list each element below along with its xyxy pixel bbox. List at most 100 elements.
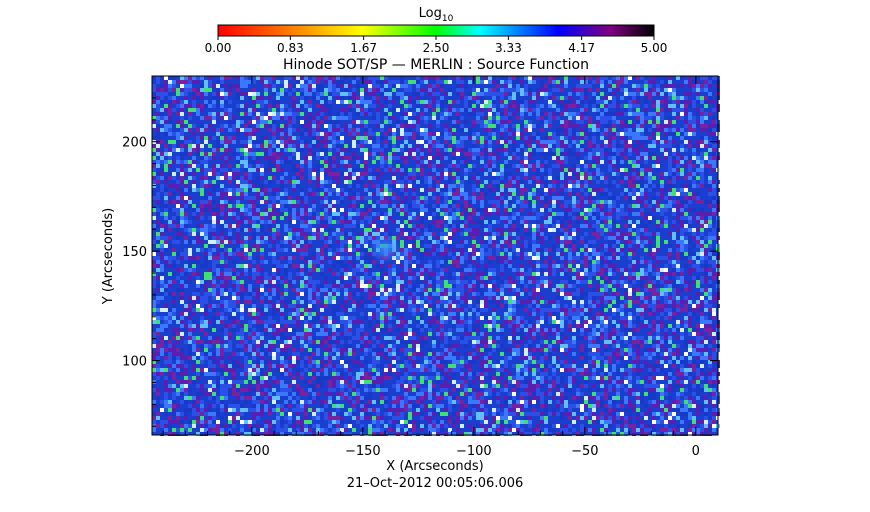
- heatmap-cell: [344, 84, 348, 88]
- heatmap-cell: [360, 120, 364, 124]
- heatmap-cell: [240, 196, 244, 200]
- heatmap-cell: [540, 224, 544, 228]
- heatmap-cell: [208, 272, 212, 276]
- heatmap-cell: [680, 232, 684, 236]
- heatmap-cell: [416, 92, 420, 96]
- heatmap-cell: [448, 148, 452, 152]
- heatmap-cell: [620, 164, 624, 168]
- heatmap-cell: [696, 160, 700, 164]
- heatmap-cell: [580, 120, 584, 124]
- heatmap-cell: [608, 264, 612, 268]
- heatmap-cell: [652, 248, 656, 252]
- heatmap-cell: [668, 244, 672, 248]
- heatmap-cell: [592, 224, 596, 228]
- heatmap-cell: [168, 88, 172, 92]
- heatmap-cell: [192, 108, 196, 112]
- heatmap-cell: [684, 204, 688, 208]
- heatmap-cell: [340, 96, 344, 100]
- heatmap-cell: [432, 84, 436, 88]
- heatmap-cell: [712, 272, 716, 276]
- heatmap-cell: [180, 208, 184, 212]
- heatmap-cell: [240, 144, 244, 148]
- heatmap-cell: [212, 188, 216, 192]
- heatmap-cell: [644, 204, 648, 208]
- heatmap-cell: [628, 132, 632, 136]
- heatmap-cell: [308, 272, 312, 276]
- heatmap-cell: [164, 260, 168, 264]
- heatmap-cell: [364, 268, 368, 272]
- heatmap-cell: [160, 268, 164, 272]
- heatmap-cell: [412, 224, 416, 228]
- heatmap-cell: [444, 136, 448, 140]
- heatmap-cell: [556, 100, 560, 104]
- heatmap-cell: [348, 104, 352, 108]
- heatmap-cell: [616, 228, 620, 232]
- heatmap-cell: [368, 140, 372, 144]
- heatmap-cell: [404, 220, 408, 224]
- heatmap-cell: [308, 132, 312, 136]
- heatmap-cell: [348, 124, 352, 128]
- heatmap-cell: [540, 104, 544, 108]
- heatmap-cell: [368, 180, 372, 184]
- heatmap-cell: [600, 148, 604, 152]
- heatmap-cell: [528, 144, 532, 148]
- heatmap-cell: [560, 80, 564, 84]
- heatmap-cell: [408, 108, 412, 112]
- heatmap-cell: [408, 124, 412, 128]
- heatmap-cell: [340, 276, 344, 280]
- heatmap-cell: [640, 124, 644, 128]
- heatmap-cell: [640, 112, 644, 116]
- heatmap-cell: [528, 124, 532, 128]
- heatmap-cell: [340, 188, 344, 192]
- heatmap-cell: [288, 228, 292, 232]
- heatmap-cell: [452, 100, 456, 104]
- heatmap-cell: [408, 224, 412, 228]
- heatmap-cell: [404, 236, 408, 240]
- heatmap-cell: [284, 264, 288, 268]
- heatmap-cell: [356, 252, 360, 256]
- heatmap-cell: [292, 176, 296, 180]
- heatmap-cell: [384, 192, 388, 196]
- heatmap-cell: [288, 108, 292, 112]
- heatmap-cell: [400, 176, 404, 180]
- heatmap-cell: [320, 76, 324, 80]
- heatmap-cell: [672, 92, 676, 96]
- heatmap-cell: [212, 184, 216, 188]
- heatmap-cell: [536, 164, 540, 168]
- heatmap-cell: [408, 128, 412, 132]
- heatmap-cell: [520, 248, 524, 252]
- heatmap-cell: [420, 112, 424, 116]
- heatmap-cell: [332, 128, 336, 132]
- heatmap-cell: [644, 104, 648, 108]
- heatmap-cell: [184, 88, 188, 92]
- heatmap-cell: [604, 132, 608, 136]
- heatmap-cell: [596, 124, 600, 128]
- heatmap-cell: [440, 84, 444, 88]
- heatmap-cell: [272, 220, 276, 224]
- heatmap-cell: [240, 160, 244, 164]
- heatmap-cell: [628, 264, 632, 268]
- heatmap-cell: [288, 216, 292, 220]
- heatmap-cell: [484, 152, 488, 156]
- heatmap-cell: [224, 204, 228, 208]
- heatmap-cell: [708, 212, 712, 216]
- heatmap-cell: [228, 164, 232, 168]
- heatmap-cell: [156, 236, 160, 240]
- heatmap-cell: [428, 252, 432, 256]
- heatmap-cell: [484, 128, 488, 132]
- heatmap-cell: [524, 124, 528, 128]
- heatmap-cell: [312, 76, 316, 80]
- heatmap-cell: [312, 120, 316, 124]
- colorbar-label: Log10: [419, 6, 454, 24]
- heatmap-cell: [604, 88, 608, 92]
- heatmap-cell: [356, 180, 360, 184]
- heatmap-cell: [440, 248, 444, 252]
- heatmap-cell: [368, 80, 372, 84]
- heatmap-cell: [660, 180, 664, 184]
- heatmap-cell: [320, 236, 324, 240]
- heatmap-cell: [388, 124, 392, 128]
- heatmap-cell: [192, 204, 196, 208]
- heatmap-cell: [420, 192, 424, 196]
- heatmap-cell: [584, 128, 588, 132]
- heatmap-cell: [524, 84, 528, 88]
